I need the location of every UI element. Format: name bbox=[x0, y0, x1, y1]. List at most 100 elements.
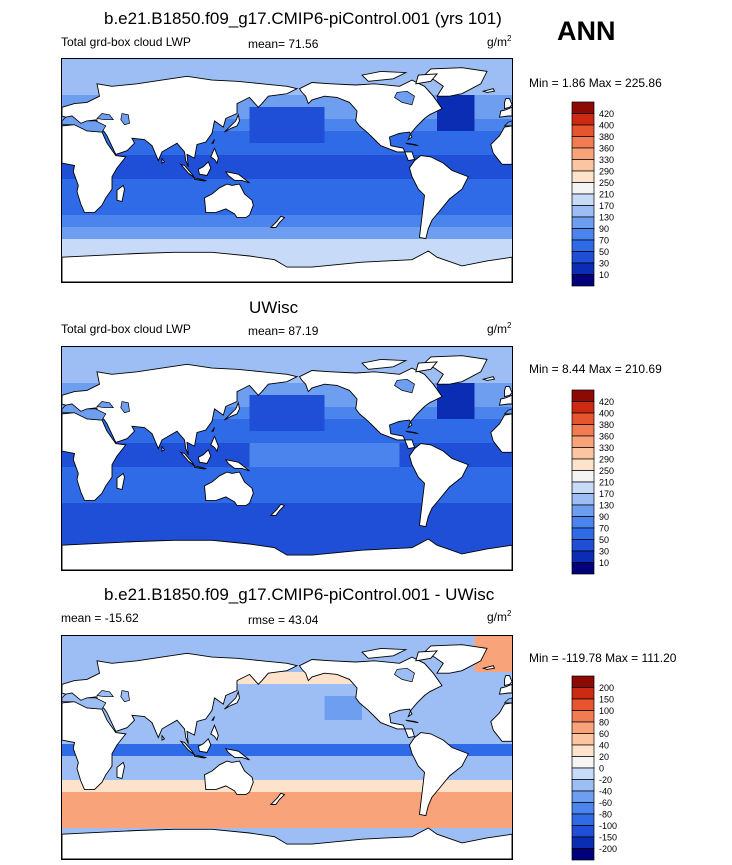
field-cell bbox=[287, 648, 326, 661]
field-cell bbox=[249, 732, 288, 745]
colorbar-swatch bbox=[571, 675, 595, 688]
field-cell bbox=[99, 515, 138, 528]
colorbar-swatch bbox=[571, 124, 595, 137]
continent bbox=[481, 88, 496, 93]
colorbar-tick-label: 170 bbox=[599, 201, 614, 211]
field-cell bbox=[437, 503, 476, 516]
field-cell bbox=[249, 467, 288, 480]
field-cell bbox=[99, 239, 138, 252]
field-cell bbox=[249, 744, 288, 757]
field-cell bbox=[437, 708, 476, 721]
field-cell bbox=[324, 395, 363, 408]
colorbar-tick-label: 210 bbox=[599, 478, 614, 488]
field-cell bbox=[324, 431, 363, 444]
field-cell bbox=[399, 347, 438, 360]
field-cell bbox=[287, 636, 326, 649]
field-cell bbox=[62, 792, 101, 805]
panel-2-title: UWisc bbox=[249, 298, 299, 317]
field-cell bbox=[137, 167, 176, 180]
field-cell bbox=[362, 732, 401, 745]
field-cell bbox=[324, 107, 363, 120]
field-cell bbox=[362, 479, 401, 492]
panel-2-minmax: Min = 8.44 Max = 210.69 bbox=[529, 362, 662, 376]
colorbar-tick-label: 330 bbox=[599, 443, 614, 453]
field-cell bbox=[99, 816, 138, 829]
field-cell bbox=[399, 227, 438, 240]
colorbar-swatch bbox=[571, 113, 595, 126]
field-cell bbox=[287, 215, 326, 228]
field-cell bbox=[324, 684, 363, 697]
colorbar-swatch bbox=[571, 470, 595, 483]
field-cell bbox=[362, 239, 401, 252]
field-cell bbox=[174, 203, 213, 216]
field-cell bbox=[362, 816, 401, 829]
colorbar-swatch bbox=[571, 389, 595, 402]
field-cell bbox=[474, 467, 512, 480]
field-cell bbox=[249, 155, 288, 168]
field-cell bbox=[474, 119, 512, 132]
field-cell bbox=[287, 239, 326, 252]
field-cell bbox=[99, 203, 138, 216]
field-cell bbox=[249, 756, 288, 769]
colorbar-tick-label: 420 bbox=[599, 109, 614, 119]
field-cell bbox=[287, 780, 326, 793]
field-cell bbox=[324, 179, 363, 192]
colorbar-tick-label: 20 bbox=[599, 752, 609, 762]
field-cell bbox=[287, 431, 326, 444]
field-cell bbox=[174, 59, 213, 72]
field-cell bbox=[99, 780, 138, 793]
field-cell bbox=[474, 215, 512, 228]
field-cell bbox=[99, 359, 138, 372]
colorbar-tick-label: -200 bbox=[599, 844, 617, 854]
field-cell bbox=[324, 648, 363, 661]
continent bbox=[194, 465, 208, 470]
field-cell bbox=[249, 359, 288, 372]
inland-sea bbox=[394, 667, 415, 683]
field-cell bbox=[212, 419, 251, 432]
field-cell bbox=[324, 732, 363, 745]
field-cell bbox=[212, 636, 251, 649]
field-cell bbox=[249, 804, 288, 817]
field-cell bbox=[249, 720, 288, 733]
field-cell bbox=[62, 83, 101, 96]
field-cell bbox=[474, 744, 512, 757]
field-cell bbox=[99, 648, 138, 661]
field-cell bbox=[62, 503, 101, 516]
inland-sea bbox=[394, 90, 415, 106]
inland-sea bbox=[96, 401, 115, 409]
field-cell bbox=[324, 215, 363, 228]
field-cell bbox=[137, 347, 176, 360]
colorbar-swatch bbox=[571, 136, 595, 149]
continent bbox=[62, 652, 299, 744]
field-cell bbox=[212, 708, 251, 721]
colorbar-tick-label: -100 bbox=[599, 821, 617, 831]
colorbar-tick-label: 30 bbox=[599, 259, 609, 269]
field-cell bbox=[474, 179, 512, 192]
field-cell bbox=[62, 227, 101, 240]
colorbar-swatch bbox=[571, 721, 595, 734]
inland-sea bbox=[120, 401, 130, 414]
field-cell bbox=[174, 215, 213, 228]
field-cell bbox=[287, 443, 326, 456]
colorbar-swatch bbox=[571, 767, 595, 780]
field-cell bbox=[287, 395, 326, 408]
field-cell bbox=[324, 119, 363, 132]
field-cell bbox=[324, 479, 363, 492]
field-cell bbox=[362, 59, 401, 72]
field-cell bbox=[474, 191, 512, 204]
continent bbox=[498, 394, 512, 406]
field-cell bbox=[62, 59, 101, 72]
panel-1-stat-label: mean= 71.56 bbox=[248, 37, 319, 51]
panel-1-left-label: Total grd-box cloud LWP bbox=[61, 35, 191, 49]
field-cell bbox=[249, 443, 288, 456]
field-cell bbox=[174, 347, 213, 360]
field-cell bbox=[324, 191, 363, 204]
field-cell bbox=[137, 636, 176, 649]
continent bbox=[504, 98, 512, 110]
field-cell bbox=[437, 107, 476, 120]
field-cell bbox=[249, 131, 288, 144]
field-cell bbox=[212, 131, 251, 144]
field-cell bbox=[137, 191, 176, 204]
field-cell bbox=[212, 527, 251, 540]
